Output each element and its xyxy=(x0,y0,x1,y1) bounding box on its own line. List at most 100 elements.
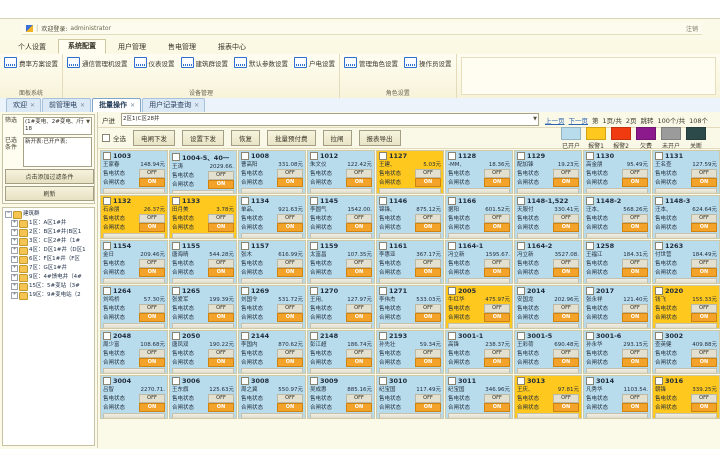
card-checkbox[interactable] xyxy=(586,287,594,295)
filter-select[interactable]: (1#变电、2#变电、/行18 xyxy=(23,117,92,135)
ribbon-item-meter-settings[interactable]: 仪表设置 xyxy=(133,57,175,68)
expand-icon[interactable]: + xyxy=(11,283,18,290)
meter-card[interactable]: 1148-3 汪本、 624.64元 售电状态 OFF 合闸状态 ON xyxy=(652,195,720,239)
meter-card[interactable]: 2005 牛红华 475.97元 售电状态 OFF 合闸状态 ON xyxy=(445,285,513,329)
card-checkbox[interactable] xyxy=(448,287,456,295)
meter-card[interactable]: 1130 高金朋 95.49元 售电状态 OFF 合闸状态 ON xyxy=(583,150,651,194)
send-switch-button[interactable]: 电闸下发 xyxy=(133,130,175,146)
card-checkbox[interactable] xyxy=(103,377,111,385)
meter-card[interactable]: 2017 张永祥 121.40元 售电状态 OFF 合闸状态 ON xyxy=(583,285,651,329)
expand-icon[interactable]: + xyxy=(11,292,18,299)
meter-card[interactable]: 3016 朝锋 339.25元 售电状态 OFF 合闸状态 ON xyxy=(652,375,720,419)
meter-card[interactable]: 3014 凡秀华 1103.54. 售电状态 OFF 合闸状态 ON xyxy=(583,375,651,419)
meter-card[interactable]: 1004-5、40一 王涛 2029.66. 售电状态 OFF 合闸状态 ON xyxy=(169,150,237,194)
meter-card[interactable]: 1164-2 冯立新 3527.08. 售电状态 OFF 合闸状态 ON xyxy=(514,240,582,284)
ribbon-item-default-params[interactable]: 默认参数设置 xyxy=(234,57,288,68)
card-checkbox[interactable] xyxy=(310,152,318,160)
meter-card[interactable]: 1003 王家春 148.94元 售电状态 OFF 合闸状态 ON xyxy=(100,150,168,194)
card-checkbox[interactable] xyxy=(172,377,180,385)
logout-link[interactable]: 注销 xyxy=(685,25,698,33)
card-checkbox[interactable] xyxy=(379,197,387,205)
tree-item-zone-3[interactable]: + 3区：C区2#井（1# xyxy=(5,237,92,246)
doctab-welcome[interactable]: 欢迎 ✕ xyxy=(6,98,42,112)
meter-card[interactable]: 2048 周少富 108.68元 售电状态 OFF 合闸状态 ON xyxy=(100,330,168,374)
expand-icon[interactable]: + xyxy=(11,274,18,281)
card-checkbox[interactable] xyxy=(517,152,525,160)
meter-card[interactable]: 1155 唐海晴 544.28元 售电状态 OFF 合闸状态 ON xyxy=(169,240,237,284)
jump-button[interactable]: 跳转 xyxy=(640,116,654,125)
tab-power-sales[interactable]: 售电管理 xyxy=(168,43,196,51)
card-checkbox[interactable] xyxy=(448,242,456,250)
meter-card[interactable]: 1269 刘国令 531.72元 售电状态 OFF 合闸状态 ON xyxy=(238,285,306,329)
meter-card[interactable]: 1258 王福江 184.31元 售电状态 OFF 合闸状态 ON xyxy=(583,240,651,284)
tab-personal-settings[interactable]: 个人设置 xyxy=(18,43,46,51)
select-all-checkbox[interactable] xyxy=(102,134,110,142)
meter-card[interactable]: 1131 王名查 127.59元 售电状态 OFF 合闸状态 ON xyxy=(652,150,720,194)
meter-card[interactable]: 1154 金日 209.46元 售电状态 OFF 合闸状态 ON xyxy=(100,240,168,284)
card-checkbox[interactable] xyxy=(586,197,594,205)
expand-icon[interactable]: + xyxy=(11,265,18,272)
card-checkbox[interactable] xyxy=(241,287,249,295)
card-checkbox[interactable] xyxy=(655,377,663,385)
tree-item-zone-15[interactable]: + 15区：5#变站（3# xyxy=(5,282,92,291)
meter-card[interactable]: 1270 王用、 127.97元 售电状态 OFF 合闸状态 ON xyxy=(307,285,375,329)
refresh-button[interactable]: 刷新 xyxy=(5,186,94,201)
card-checkbox[interactable] xyxy=(586,332,594,340)
card-checkbox[interactable] xyxy=(655,287,663,295)
batch-prepay-button[interactable]: 批量预付费 xyxy=(267,130,316,146)
expand-icon[interactable]: + xyxy=(11,238,18,245)
tree-item-zone-1[interactable]: + 1区：A区1#井 xyxy=(5,219,92,228)
card-checkbox[interactable] xyxy=(448,197,456,205)
meter-card[interactable]: 2193 孙先壮 59.34元 售电状态 OFF 合闸状态 ON xyxy=(376,330,444,374)
card-checkbox[interactable] xyxy=(517,287,525,295)
card-checkbox[interactable] xyxy=(241,377,249,385)
card-checkbox[interactable] xyxy=(310,287,318,295)
meter-card[interactable]: 1134 单品、 921.63元 售电状态 OFF 合闸状态 ON xyxy=(238,195,306,239)
card-checkbox[interactable] xyxy=(448,377,456,385)
card-checkbox[interactable] xyxy=(655,197,663,205)
meter-card[interactable]: 1148-1,522 天服付 330.41元 售电状态 OFF 合闸状态 ON xyxy=(514,195,582,239)
doctab-prepay-management[interactable]: 前管理电 ✕ xyxy=(42,98,92,112)
meter-card[interactable]: 1133 田月美 3.78元 售电状态 OFF 合闸状态 ON xyxy=(169,195,237,239)
meter-card[interactable]: 2014 安国龙 202.96元 售电状态 OFF 合闸状态 ON xyxy=(514,285,582,329)
prev-page-link[interactable]: 上一页 xyxy=(545,116,565,125)
meter-card[interactable]: 3006 王东旗 125.63元 售电状态 OFF 合闸状态 ON xyxy=(169,375,237,419)
tree-root[interactable]: − 建筑群 xyxy=(5,210,92,219)
meter-card[interactable]: 3001-1 高锋 238.37元 售电状态 OFF 合闸状态 ON xyxy=(445,330,513,374)
tree-item-zone-19[interactable]: + 19区：9#变电站（2 xyxy=(5,291,92,300)
card-checkbox[interactable] xyxy=(172,287,180,295)
card-checkbox[interactable] xyxy=(172,153,180,161)
card-checkbox[interactable] xyxy=(241,197,249,205)
card-checkbox[interactable] xyxy=(103,287,111,295)
meter-card[interactable]: 1159 太富昌 107.35元 售电状态 OFF 合闸状态 ON xyxy=(307,240,375,284)
doctab-batch-operation[interactable]: 批量操作 ✕ xyxy=(92,98,142,112)
meter-card[interactable]: 1166 据阳 601.52元 售电状态 OFF 合闸状态 ON xyxy=(445,195,513,239)
card-checkbox[interactable] xyxy=(379,242,387,250)
card-checkbox[interactable] xyxy=(379,332,387,340)
meter-card[interactable]: 2144 李国内 870.62元 售电状态 OFF 合闸状态 ON xyxy=(238,330,306,374)
ribbon-item-comm-manager[interactable]: 通信管理机设置 xyxy=(67,57,128,68)
card-checkbox[interactable] xyxy=(655,242,663,250)
ribbon-item-manager-role[interactable]: 管理角色设置 xyxy=(344,57,398,68)
export-report-button[interactable]: 报表导出 xyxy=(358,130,401,146)
tab-system-config[interactable]: 系统配置 xyxy=(58,39,106,54)
meter-card[interactable]: 3001-5 王彩荷 690.48元 售电状态 OFF 合闸状态 ON xyxy=(514,330,582,374)
card-checkbox[interactable] xyxy=(655,332,663,340)
card-checkbox[interactable] xyxy=(517,242,525,250)
meter-card[interactable]: 2050 唐凤双 190.22元 售电状态 OFF 合闸状态 ON xyxy=(169,330,237,374)
close-icon[interactable]: ✕ xyxy=(130,101,136,109)
send-settings-button[interactable]: 设置下发 xyxy=(182,130,224,146)
card-checkbox[interactable] xyxy=(241,152,249,160)
meter-card[interactable]: 1271 李伟杰 533.03元 售电状态 OFF 合闸状态 ON xyxy=(376,285,444,329)
tree-item-zone-6[interactable]: + 6区：F区1#井（F区 xyxy=(5,255,92,264)
card-checkbox[interactable] xyxy=(586,242,594,250)
card-checkbox[interactable] xyxy=(310,242,318,250)
collapse-icon[interactable]: − xyxy=(5,211,12,218)
tab-user-management[interactable]: 用户管理 xyxy=(118,43,146,51)
meter-card[interactable]: 1008 曹高阳 331.08元 售电状态 OFF 合闸状态 ON xyxy=(238,150,306,194)
meter-card[interactable]: 3011 纪宝国 346.96元 售电状态 OFF 合闸状态 ON xyxy=(445,375,513,419)
card-checkbox[interactable] xyxy=(448,152,456,160)
card-checkbox[interactable] xyxy=(379,377,387,385)
card-checkbox[interactable] xyxy=(310,197,318,205)
card-checkbox[interactable] xyxy=(586,377,594,385)
